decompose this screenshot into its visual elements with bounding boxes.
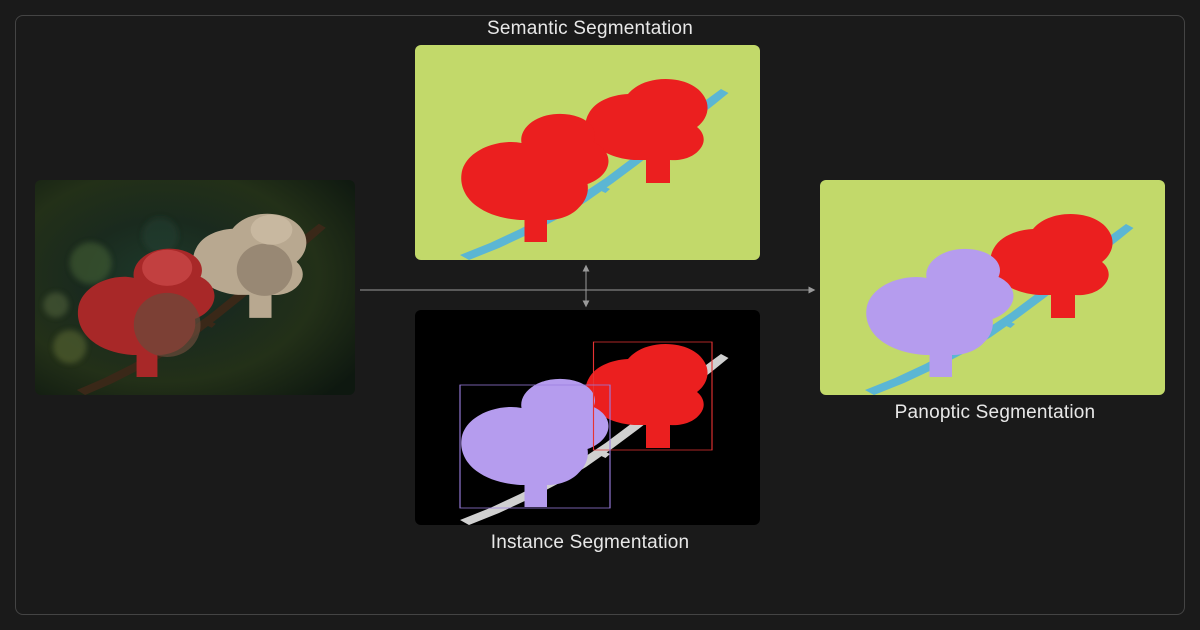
flow-arrows <box>0 0 1200 630</box>
